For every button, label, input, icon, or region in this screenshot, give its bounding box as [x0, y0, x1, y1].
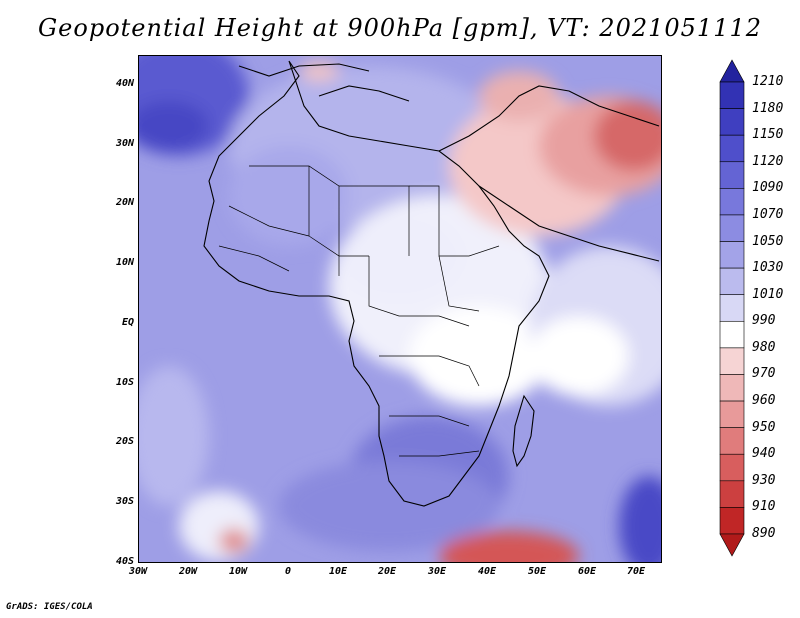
colorbar-max-arrow-icon	[719, 59, 745, 83]
lat-label-40n: 40N	[115, 78, 134, 89]
lat-label-30n: 30N	[115, 138, 134, 149]
lon-label-20w: 20W	[178, 566, 198, 577]
colorbar-level-label: 1010	[752, 286, 784, 302]
colorbar-level-label: 950	[752, 419, 776, 435]
colorbar-band	[719, 427, 745, 455]
field-shading	[139, 56, 661, 562]
lat-label-30s: 30S	[115, 496, 134, 507]
colorbar-level-label: 1050	[752, 233, 784, 249]
colorbar-band	[719, 480, 745, 508]
colorbar-min-arrow-icon	[719, 533, 745, 557]
lon-label-30e: 30E	[427, 566, 447, 577]
colorbar-band	[719, 161, 745, 189]
lon-label-20e: 20E	[377, 566, 397, 577]
lat-label-40s: 40S	[115, 556, 134, 567]
colorbar-band	[719, 81, 745, 109]
lon-label-60e: 60E	[577, 566, 597, 577]
colorbar-band	[719, 320, 745, 349]
credit-text: GrADS: IGES/COLA	[6, 602, 93, 612]
colorbar-level-label: 1070	[752, 206, 784, 222]
colorbar-band	[719, 294, 745, 322]
colorbar-level-label: 1120	[752, 153, 784, 169]
colorbar-level-label: 1030	[752, 260, 784, 276]
lon-label-40e: 40E	[477, 566, 497, 577]
colorbar-level-label: 1210	[752, 74, 784, 89]
colorbar-band	[719, 108, 745, 136]
lat-label-10s: 10S	[115, 377, 134, 388]
map-panel	[138, 55, 662, 563]
lon-label-50e: 50E	[527, 566, 547, 577]
colorbar-band	[719, 374, 745, 402]
colorbar-band	[719, 400, 745, 428]
lon-label-70e: 70E	[626, 566, 646, 577]
colorbar-band	[719, 134, 745, 163]
colorbar-level-label: 910	[752, 499, 776, 515]
lat-label-10n: 10N	[115, 257, 134, 268]
colorbar-level-label: 930	[752, 472, 776, 488]
colorbar-band	[719, 188, 745, 216]
colorbar-level-label: 970	[752, 366, 776, 382]
colorbar-level-label: 980	[752, 339, 776, 355]
lon-label-10w: 10W	[228, 566, 248, 577]
colorbar-band	[719, 453, 745, 482]
colorbar-band	[719, 267, 745, 296]
colorbar-level-label: 960	[752, 393, 776, 409]
colorbar-band	[719, 214, 745, 242]
lon-label-10e: 10E	[328, 566, 348, 577]
geopotential-field-svg	[139, 56, 661, 562]
colorbar	[719, 59, 745, 557]
lat-label-eq: EQ	[121, 317, 134, 328]
coastlines	[203, 60, 660, 507]
country-borders	[218, 165, 500, 457]
lat-label-20s: 20S	[115, 436, 134, 447]
colorbar-level-label: 1090	[752, 180, 784, 196]
colorbar-level-label: 1150	[752, 127, 784, 143]
colorbar-level-label: 940	[752, 446, 776, 462]
colorbar-level-label: 890	[752, 526, 776, 541]
colorbar-band	[719, 347, 745, 375]
colorbar-band	[719, 241, 745, 269]
colorbar-band	[719, 507, 745, 535]
lon-label-0: 0	[284, 566, 292, 577]
colorbar-level-label: 990	[752, 313, 776, 329]
lon-label-30w: 30W	[128, 566, 148, 577]
colorbar-level-label: 1180	[752, 100, 784, 116]
chart-title: Geopotential Height at 900hPa [gpm], VT:…	[38, 14, 762, 42]
lat-label-20n: 20N	[115, 197, 134, 208]
